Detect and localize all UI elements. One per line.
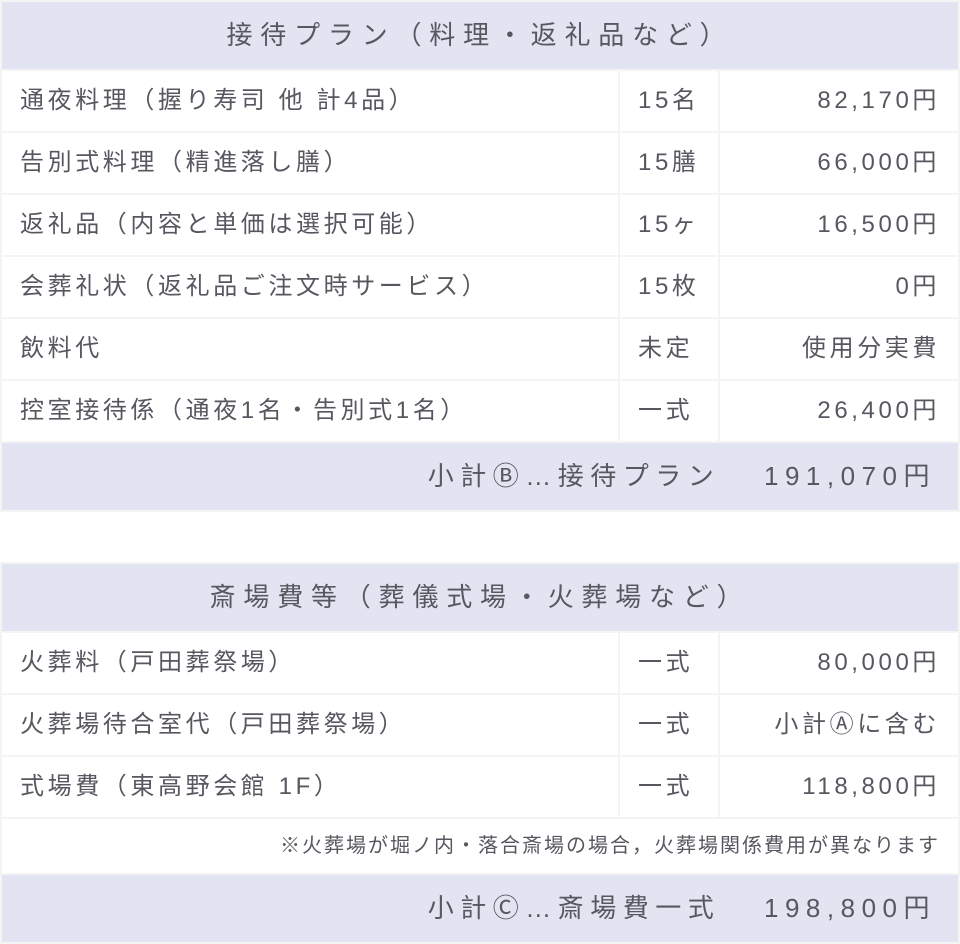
item-price: 66,000円 — [719, 132, 959, 194]
item-label: 会葬礼状（返礼品ご注文時サービス） — [1, 256, 619, 318]
subtotal-cell: 小計Ⓒ…斎場費一式 198,800円 — [1, 874, 959, 943]
subtotal-row: 小計Ⓒ…斎場費一式 198,800円 — [1, 874, 959, 943]
item-qty: 未定 — [619, 318, 719, 380]
table-row: 式場費（東高野会館 1F） 一式 118,800円 — [1, 756, 959, 818]
table-row: 火葬料（戸田葬祭場） 一式 80,000円 — [1, 632, 959, 694]
table-row: 飲料代 未定 使用分実費 — [1, 318, 959, 380]
item-label: 返礼品（内容と単価は選択可能） — [1, 194, 619, 256]
item-price: 16,500円 — [719, 194, 959, 256]
subtotal-value: 191,070円 — [764, 461, 936, 491]
hospitality-plan-table: 接待プラン（料理・返礼品など） 通夜料理（握り寿司 他 計4品） 15名 82,… — [0, 0, 960, 512]
item-label: 通夜料理（握り寿司 他 計4品） — [1, 70, 619, 132]
item-label: 式場費（東高野会館 1F） — [1, 756, 619, 818]
table-row: 控室接待係（通夜1名・告別式1名） 一式 26,400円 — [1, 380, 959, 442]
section2-title: 斎場費等（葬儀式場・火葬場など） — [1, 563, 959, 632]
item-qty: 一式 — [619, 756, 719, 818]
note-text: ※火葬場が堀ノ内・落合斎場の場合，火葬場関係費用が異なります — [1, 818, 959, 874]
subtotal-label: 小計Ⓑ…接待プラン — [428, 461, 721, 491]
item-price: 0円 — [719, 256, 959, 318]
item-qty: 15名 — [619, 70, 719, 132]
item-price: 82,170円 — [719, 70, 959, 132]
section-divider — [0, 512, 960, 562]
item-qty: 一式 — [619, 632, 719, 694]
item-price: 26,400円 — [719, 380, 959, 442]
item-qty: 15ヶ — [619, 194, 719, 256]
item-qty: 15枚 — [619, 256, 719, 318]
item-price: 80,000円 — [719, 632, 959, 694]
item-qty: 一式 — [619, 694, 719, 756]
subtotal-cell: 小計Ⓑ…接待プラン 191,070円 — [1, 442, 959, 511]
item-qty: 一式 — [619, 380, 719, 442]
table-row: 返礼品（内容と単価は選択可能） 15ヶ 16,500円 — [1, 194, 959, 256]
subtotal-value: 198,800円 — [764, 893, 936, 923]
item-label: 控室接待係（通夜1名・告別式1名） — [1, 380, 619, 442]
item-price: 使用分実費 — [719, 318, 959, 380]
venue-fees-table: 斎場費等（葬儀式場・火葬場など） 火葬料（戸田葬祭場） 一式 80,000円 火… — [0, 562, 960, 944]
item-label: 飲料代 — [1, 318, 619, 380]
subtotal-label: 小計Ⓒ…斎場費一式 — [428, 893, 721, 923]
item-qty: 15膳 — [619, 132, 719, 194]
subtotal-row: 小計Ⓑ…接待プラン 191,070円 — [1, 442, 959, 511]
table-row: 告別式料理（精進落し膳） 15膳 66,000円 — [1, 132, 959, 194]
item-label: 告別式料理（精進落し膳） — [1, 132, 619, 194]
table-row: 会葬礼状（返礼品ご注文時サービス） 15枚 0円 — [1, 256, 959, 318]
note-row: ※火葬場が堀ノ内・落合斎場の場合，火葬場関係費用が異なります — [1, 818, 959, 874]
table-row: 通夜料理（握り寿司 他 計4品） 15名 82,170円 — [1, 70, 959, 132]
item-price: 小計Ⓐに含む — [719, 694, 959, 756]
item-price: 118,800円 — [719, 756, 959, 818]
item-label: 火葬場待合室代（戸田葬祭場） — [1, 694, 619, 756]
section1-title: 接待プラン（料理・返礼品など） — [1, 1, 959, 70]
item-label: 火葬料（戸田葬祭場） — [1, 632, 619, 694]
table-row: 火葬場待合室代（戸田葬祭場） 一式 小計Ⓐに含む — [1, 694, 959, 756]
